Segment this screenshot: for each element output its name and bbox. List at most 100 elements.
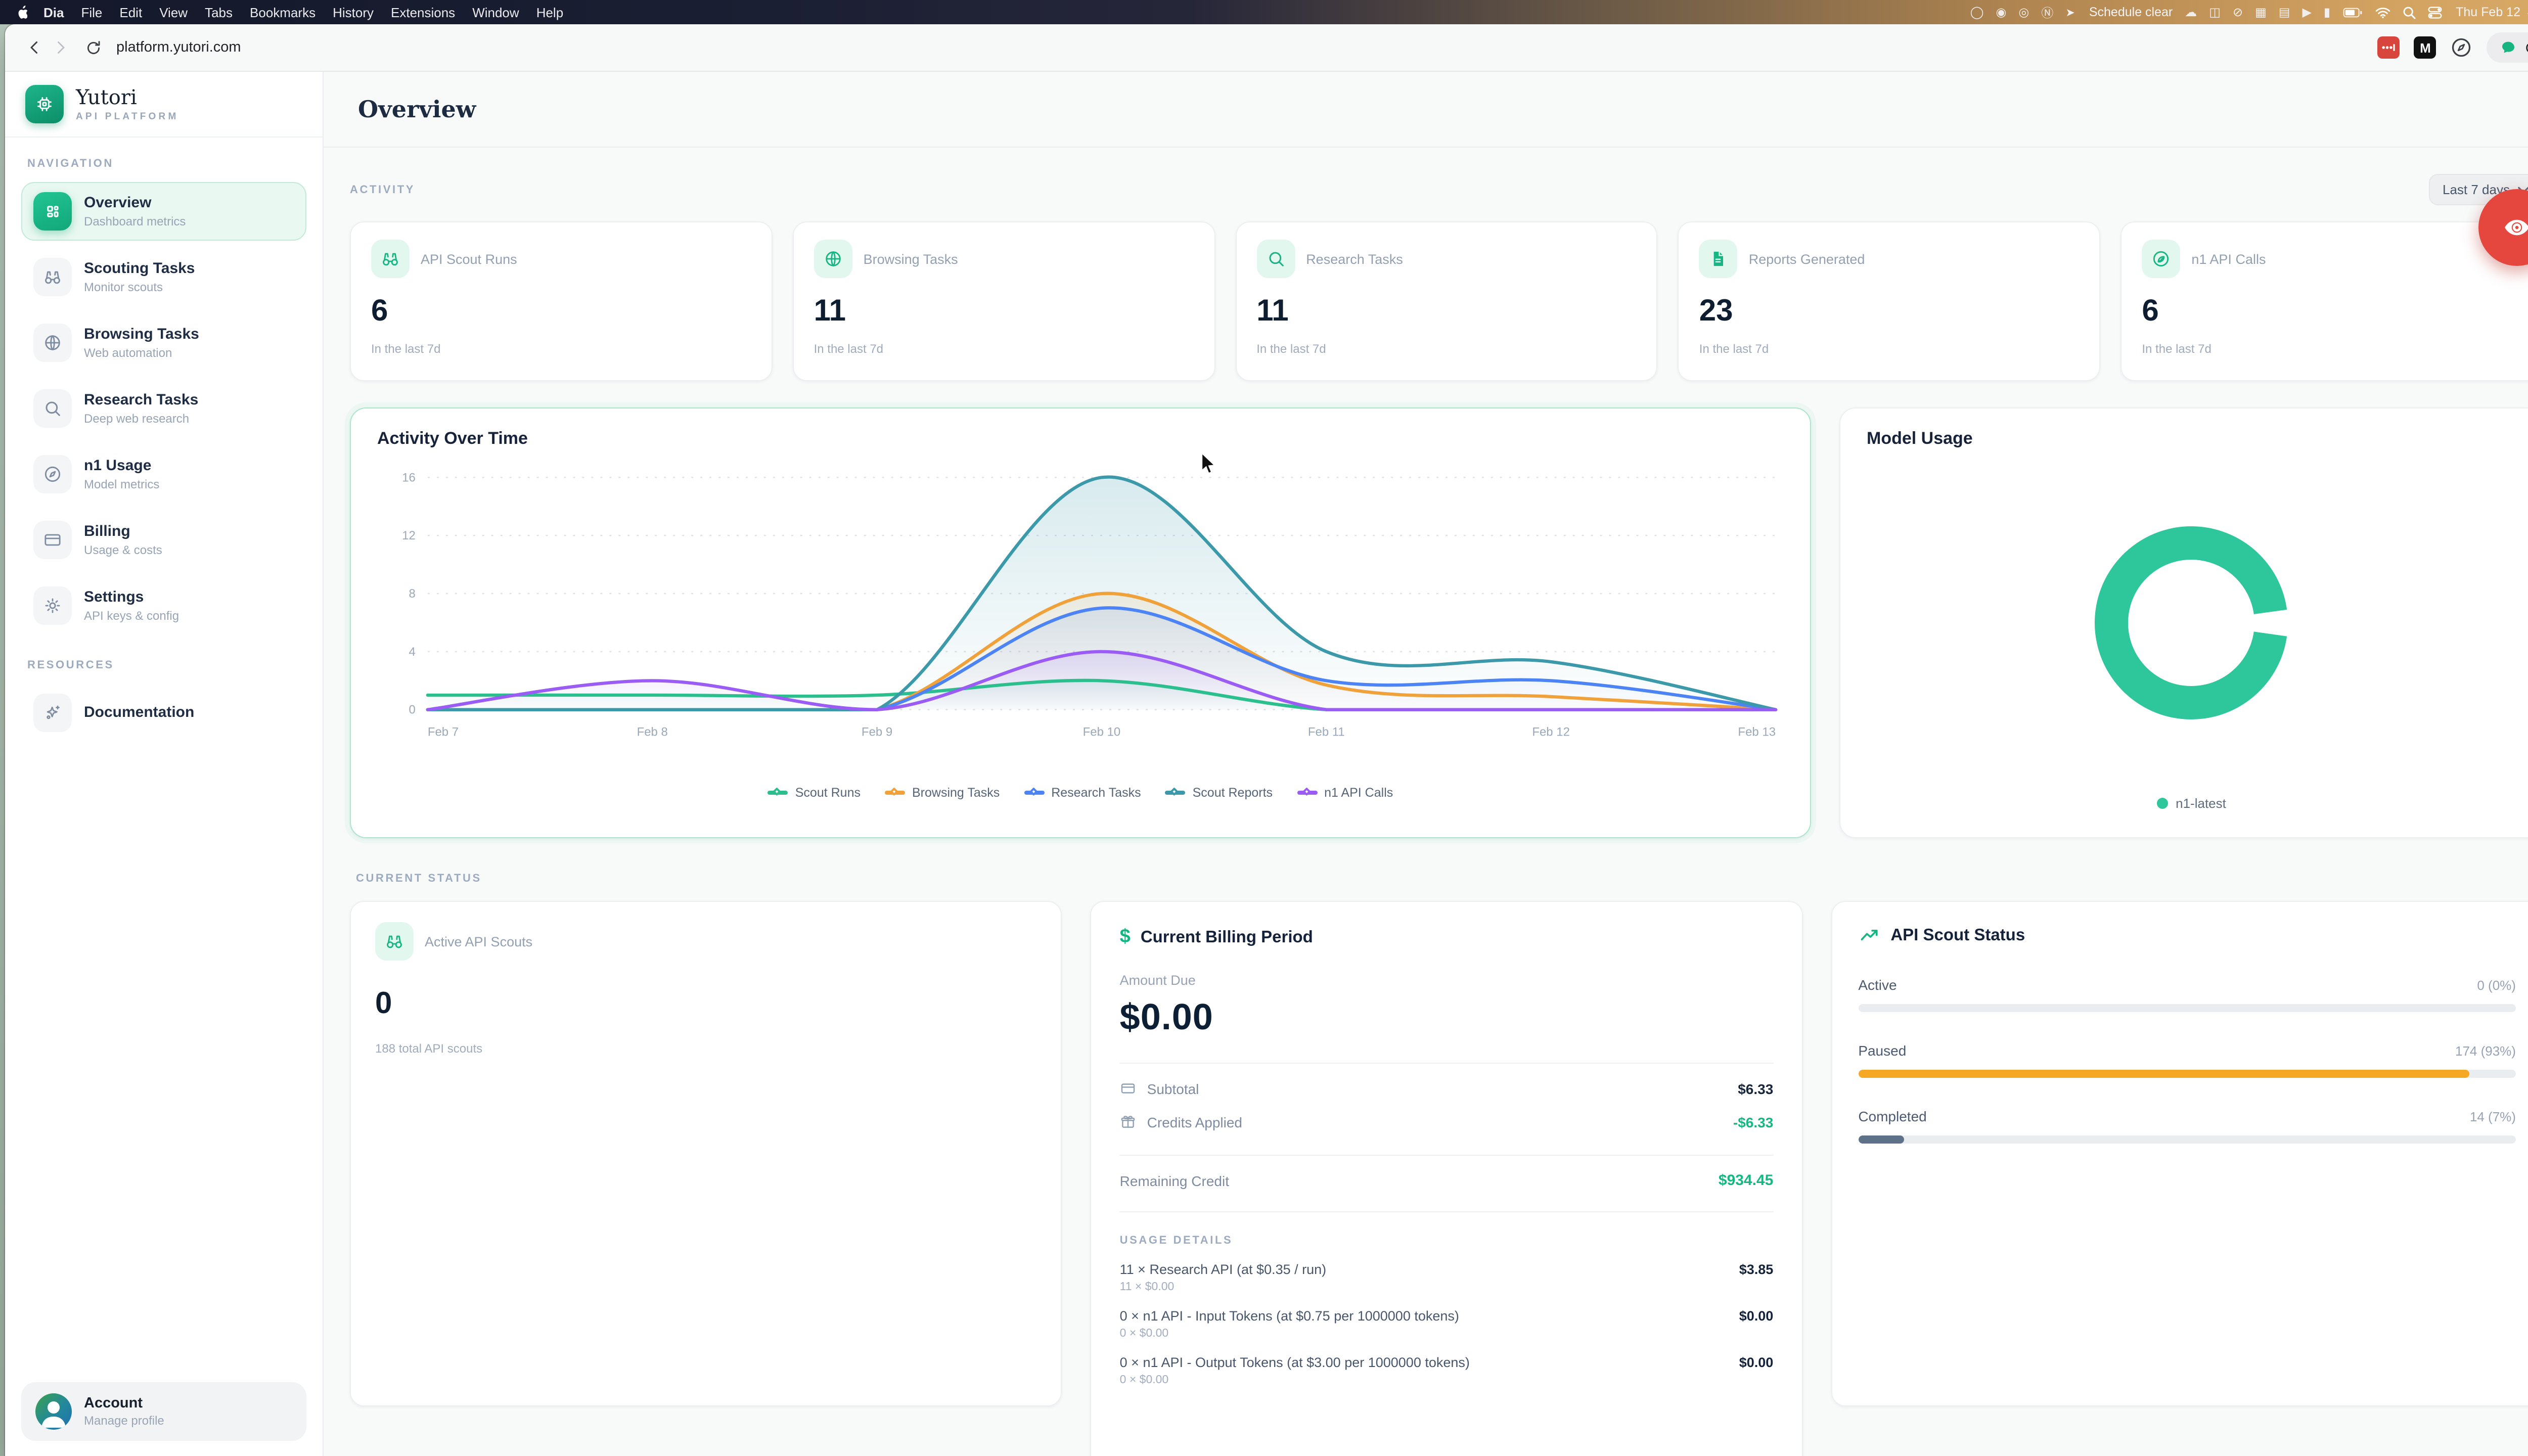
progress-bar — [1858, 1004, 2516, 1012]
sidebar-item-browsing-tasks[interactable]: Browsing Tasks Web automation — [21, 313, 306, 372]
menu-item-edit[interactable]: Edit — [119, 5, 143, 20]
binoculars-icon — [375, 922, 414, 961]
sidebar-item-overview[interactable]: Overview Dashboard metrics — [21, 182, 306, 241]
control-center-icon[interactable] — [2427, 6, 2442, 19]
api-scout-status-card: API Scout Status Active 0 (0%) Paused 174 (… — [1831, 901, 2528, 1406]
wifi-icon[interactable] — [2375, 7, 2390, 18]
sidebar-item-scouting-tasks[interactable]: Scouting Tasks Monitor scouts — [21, 248, 306, 306]
password-manager-extension-icon[interactable] — [2377, 36, 2400, 59]
model-usage-donut-chart — [2095, 526, 2288, 719]
page-header: Overview — [324, 72, 2528, 148]
usage-row: 11 × Research API (at $0.35 / run) $3.85 1… — [1119, 1262, 1774, 1293]
menu-item-file[interactable]: File — [81, 5, 103, 20]
cloud-icon[interactable]: ☁ — [2185, 5, 2197, 19]
stat-value: 11 — [1256, 294, 1289, 328]
trending-up-icon — [1858, 924, 1880, 946]
activity-line-chart: 0 4 8 12 16 Feb 7 Feb 8 Feb 9 Feb 10 Feb 11 Feb 12… — [402, 471, 1778, 739]
stat-foot: In the last 7d — [2142, 342, 2211, 356]
sidebar-item-documentation[interactable]: Documentation — [21, 684, 306, 742]
sidebar: Yutori API PLATFORM NAVIGATION Overview D… — [5, 72, 324, 1456]
svg-text:Feb 7: Feb 7 — [428, 725, 459, 739]
chat-button[interactable]: Chat — [2487, 32, 2528, 63]
notion-icon[interactable]: Ⓝ — [2041, 6, 2054, 20]
chat-bubble-icon — [2502, 41, 2515, 53]
sidebar-item-n1-usage[interactable]: n1 Usage Model metrics — [21, 445, 306, 504]
active-scouts-foot: 188 total API scouts — [375, 1041, 483, 1056]
browser-toolbar: platform.yutori.com M Chat — [5, 24, 2528, 72]
menu-item-tabs[interactable]: Tabs — [205, 5, 233, 20]
spiral-icon[interactable]: ◎ — [2018, 5, 2029, 19]
globe-icon — [814, 240, 852, 278]
current-status-label: CURRENT STATUS — [356, 873, 482, 885]
menu-item-bookmarks[interactable]: Bookmarks — [250, 5, 316, 20]
menu-item-dia[interactable]: Dia — [43, 5, 64, 20]
location-arrow-icon[interactable]: ➤ — [2065, 7, 2075, 19]
menubar-clock[interactable]: Thu Feb 12 4:59 PM — [2456, 5, 2528, 19]
menu-item-help[interactable]: Help — [536, 5, 564, 20]
address-bar[interactable]: platform.yutori.com — [116, 39, 241, 56]
model-usage-card: Model Usage n1-latest — [1839, 407, 2528, 838]
map-icon[interactable]: ▦ — [2255, 5, 2267, 19]
account-button[interactable]: Account Manage profile — [21, 1382, 306, 1441]
scout-status-row-paused: Paused 174 (93%) — [1858, 1042, 2516, 1078]
menu-item-view[interactable]: View — [159, 5, 188, 20]
stat-card-reports-generated: Reports Generated 23 In the last 7d — [1678, 221, 2101, 381]
active-scouts-card: Active API Scouts 0 188 total API scouts — [350, 901, 1062, 1406]
brand-name: Yutori — [76, 84, 137, 109]
progress-bar — [1858, 1070, 2516, 1078]
phone-icon[interactable]: ▮ — [2323, 5, 2331, 19]
billing-row-subtotal: Subtotal $6.33 — [1120, 1080, 1773, 1097]
menubar-status-area: ◯ ◉ ◎ Ⓝ ➤ Schedule clear ☁ ◫ ⊘ ▦ ▤ ▶ ▮ Thu Feb 12… — [1970, 4, 2528, 21]
yutori-logo-icon — [25, 85, 64, 123]
reload-button[interactable] — [80, 34, 106, 61]
menu-item-extensions[interactable]: Extensions — [391, 5, 456, 20]
search-icon[interactable] — [2402, 6, 2415, 19]
compass-extension-icon[interactable] — [2451, 36, 2473, 59]
legend-item-browsing-tasks[interactable]: Browsing Tasks — [885, 786, 1000, 800]
legend-item-scout-reports[interactable]: Scout Reports — [1165, 786, 1273, 800]
target-icon[interactable]: ◉ — [1996, 5, 2007, 19]
circle-icon[interactable]: ◯ — [1970, 5, 1984, 19]
window-icon[interactable]: ◫ — [2209, 5, 2221, 19]
document-icon — [1699, 240, 1738, 278]
legend-item-research-tasks[interactable]: Research Tasks — [1024, 786, 1141, 800]
account-subtitle: Manage profile — [84, 1414, 164, 1428]
schedule-status[interactable]: Schedule clear — [2089, 5, 2173, 19]
legend-item-n1-api-calls[interactable]: n1 API Calls — [1297, 786, 1393, 800]
stat-foot: In the last 7d — [814, 342, 884, 356]
navigation-label: NAVIGATION — [27, 158, 114, 170]
stat-value: 11 — [814, 294, 846, 328]
scout-status-row-completed: Completed 14 (7%) — [1858, 1108, 2516, 1144]
sidebar-item-research-tasks[interactable]: Research Tasks Deep web research — [21, 379, 306, 438]
usage-row: 0 × n1 API - Input Tokens (at $0.75 per … — [1119, 1308, 1774, 1340]
legend-item-scout-runs[interactable]: Scout Runs — [768, 786, 861, 800]
usage-row: 0 × n1 API - Output Tokens (at $3.00 per… — [1119, 1355, 1774, 1386]
stat-value: 6 — [371, 294, 388, 328]
compass-icon — [33, 455, 72, 493]
leaf-icon — [2142, 240, 2181, 278]
sidebar-item-billing[interactable]: Billing Usage & costs — [21, 511, 306, 569]
stat-card-n1-api-calls: n1 API Calls 6 In the last 7d — [2120, 221, 2528, 381]
billing-row-credits-applied: Credits Applied -$6.33 — [1120, 1113, 1773, 1130]
menu-item-history[interactable]: History — [333, 5, 374, 20]
svg-text:Feb 11: Feb 11 — [1308, 725, 1345, 739]
amount-due-label: Amount Due — [1119, 973, 1196, 988]
forward-button[interactable] — [48, 34, 74, 61]
avatar — [35, 1393, 72, 1430]
stat-card-research-tasks: Research Tasks 11 In the last 7d — [1235, 221, 1658, 381]
grid-icon[interactable]: ▤ — [2278, 5, 2290, 19]
account-title: Account — [84, 1395, 143, 1412]
back-button[interactable] — [21, 34, 48, 61]
legend-dot — [2156, 798, 2168, 809]
slash-icon[interactable]: ⊘ — [2232, 5, 2243, 19]
stat-foot: In the last 7d — [371, 342, 441, 356]
apple-logo-icon[interactable] — [14, 5, 27, 20]
battery-icon[interactable] — [2342, 7, 2363, 18]
play-icon[interactable]: ▶ — [2302, 5, 2312, 19]
stat-value: 6 — [2142, 294, 2159, 328]
stat-foot: In the last 7d — [1699, 342, 1769, 356]
sidebar-item-settings[interactable]: Settings API keys & config — [21, 576, 306, 635]
menu-item-window[interactable]: Window — [472, 5, 519, 20]
active-scouts-value: 0 — [375, 987, 392, 1020]
m-extension-icon[interactable]: M — [2414, 36, 2436, 59]
